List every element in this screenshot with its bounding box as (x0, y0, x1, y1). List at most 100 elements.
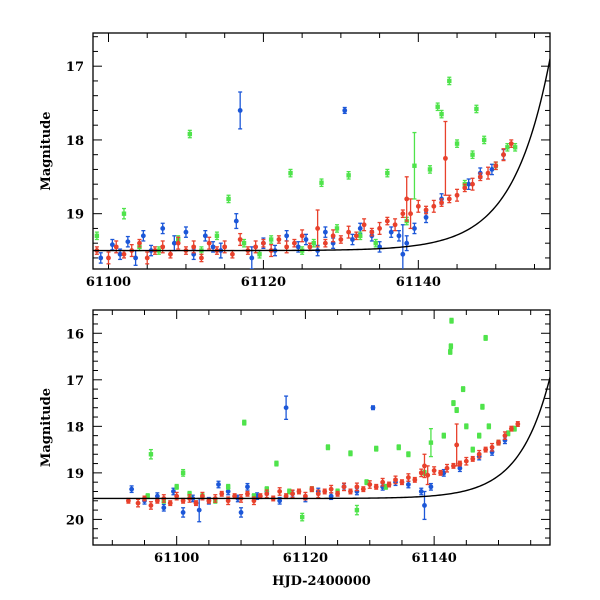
data-point-green (447, 76, 452, 86)
data-point-green (358, 231, 363, 241)
data-point-red (137, 238, 142, 248)
data-point-green (481, 135, 487, 145)
data-point-red (230, 249, 235, 259)
data-point-red (439, 198, 444, 207)
data-point-green (274, 460, 279, 467)
data-point-green (480, 403, 485, 410)
data-point-blue (245, 482, 250, 491)
data-point-red (335, 490, 340, 497)
marker (441, 433, 446, 438)
data-point-green (435, 102, 440, 112)
marker (199, 255, 204, 261)
marker (443, 155, 448, 161)
marker (154, 498, 160, 504)
marker (226, 196, 231, 202)
data-point-red (404, 176, 410, 222)
marker (383, 484, 389, 490)
data-point-red (431, 199, 437, 213)
data-point-red (348, 488, 353, 495)
data-point-red (451, 462, 456, 469)
data-point-red (200, 491, 205, 501)
data-point-red (515, 421, 521, 427)
marker (431, 468, 437, 473)
data-point-green (476, 432, 482, 439)
marker (480, 404, 485, 409)
marker (348, 489, 353, 494)
marker (334, 226, 340, 231)
marker (346, 229, 352, 235)
y-axis-label: Magnitude (39, 111, 54, 190)
data-point-red (199, 253, 204, 263)
marker (423, 214, 429, 220)
data-point-red (148, 501, 154, 510)
data-point-red (283, 493, 289, 500)
marker (422, 463, 427, 469)
marker (439, 111, 444, 117)
data-point-green (512, 142, 518, 152)
marker (342, 108, 348, 113)
data-point-blue (342, 106, 348, 115)
marker (354, 484, 360, 490)
lower-light-curve-panel: 61100 61120 61140 16 17 18 19 20 Magnitude HJD-24… (39, 309, 551, 589)
data-point-blue (428, 482, 434, 491)
marker (237, 237, 243, 242)
data-point-green (470, 150, 475, 160)
marker (470, 152, 475, 157)
marker (307, 244, 313, 250)
marker (485, 170, 491, 176)
marker (460, 386, 466, 392)
data-point-blue (400, 224, 406, 269)
marker (369, 229, 375, 235)
data-point-blue (238, 507, 244, 518)
marker (276, 237, 282, 242)
data-point-blue (404, 235, 410, 252)
marker (241, 240, 247, 246)
marker (284, 233, 290, 239)
marker (377, 226, 382, 231)
data-point-green (299, 512, 305, 522)
marker (249, 255, 255, 261)
data-point-red (219, 490, 225, 497)
marker (457, 465, 463, 471)
data-point-red (135, 498, 141, 508)
marker (508, 141, 514, 147)
marker (454, 192, 460, 198)
marker (405, 475, 411, 480)
marker (251, 493, 257, 499)
marker (404, 196, 410, 202)
marker (230, 251, 235, 257)
data-point-red (386, 481, 392, 488)
marker (486, 424, 492, 429)
marker (400, 251, 406, 257)
data-point-green (486, 423, 492, 430)
marker (415, 203, 421, 209)
marker (140, 233, 146, 239)
marker (193, 500, 199, 506)
data-point-red (264, 489, 270, 499)
marker (380, 479, 386, 485)
marker (423, 207, 429, 213)
marker (311, 240, 316, 246)
data-point-red (384, 216, 390, 226)
marker (121, 251, 127, 257)
plot-frame (92, 309, 551, 546)
marker (299, 233, 305, 239)
data-point-green (268, 235, 274, 244)
marker (512, 426, 517, 431)
data-point-green (374, 445, 379, 452)
marker (364, 479, 369, 485)
marker (399, 479, 405, 485)
data-point-blue (370, 405, 376, 411)
data-point-red (454, 423, 460, 467)
y-tick-label: 19 (66, 467, 84, 482)
marker (428, 484, 434, 490)
marker (454, 442, 460, 448)
data-point-red (245, 246, 251, 255)
marker (476, 433, 482, 438)
marker (253, 244, 259, 250)
marker (360, 486, 366, 492)
marker (489, 444, 495, 450)
marker (350, 237, 355, 242)
data-point-red (377, 221, 382, 235)
